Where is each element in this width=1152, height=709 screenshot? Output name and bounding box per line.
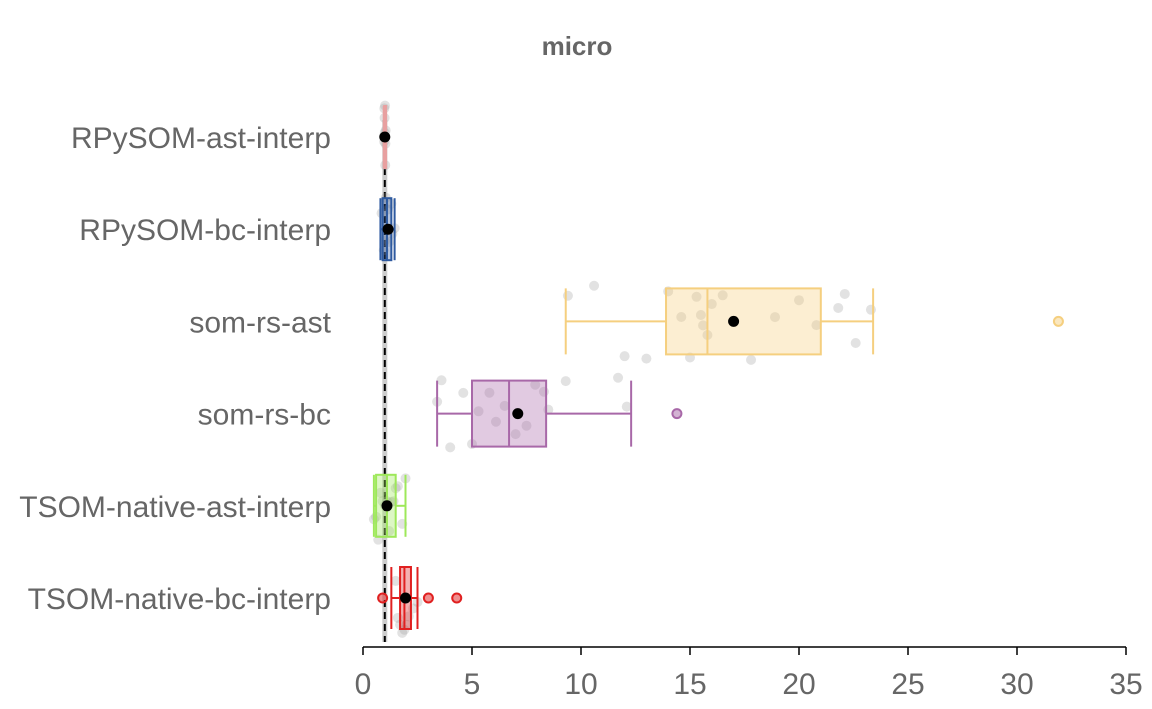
outlier-point xyxy=(451,592,463,604)
data-point xyxy=(770,312,781,323)
data-point xyxy=(717,290,728,301)
mean-point xyxy=(728,315,740,327)
data-point xyxy=(376,208,387,219)
data-point xyxy=(613,372,624,383)
mean-point xyxy=(381,500,393,512)
data-point xyxy=(397,627,408,638)
category-label: RPySOM-ast-interp xyxy=(71,122,331,155)
box xyxy=(665,287,822,356)
data-point xyxy=(499,400,510,411)
data-point xyxy=(589,280,600,291)
data-point xyxy=(833,302,844,313)
data-point xyxy=(473,406,484,417)
data-point xyxy=(375,487,386,498)
data-point xyxy=(390,575,401,586)
data-point xyxy=(706,299,717,310)
data-point xyxy=(794,295,804,306)
outlier-point xyxy=(671,408,683,420)
data-point xyxy=(562,290,573,301)
category-labels: RPySOM-ast-interp RPySOM-bc-interp som-rs-… xyxy=(19,122,331,616)
data-point xyxy=(746,354,757,365)
data-point xyxy=(641,353,652,364)
data-point xyxy=(698,320,709,331)
data-point xyxy=(676,311,687,322)
category-label: RPySOM-bc-interp xyxy=(79,214,331,247)
boxplot-layer xyxy=(372,105,1064,630)
data-point xyxy=(839,288,850,299)
x-tick-label: 25 xyxy=(891,668,924,701)
x-tick-label: 35 xyxy=(1109,668,1142,701)
mean-point xyxy=(382,223,394,235)
x-tick-label: 20 xyxy=(782,668,815,701)
data-point xyxy=(619,351,630,362)
data-point xyxy=(530,379,541,390)
x-axis: 0 5 10 15 20 25 30 35 xyxy=(355,646,1143,701)
data-point xyxy=(484,387,495,398)
data-point xyxy=(490,416,501,427)
outlier-point xyxy=(377,592,389,604)
data-point xyxy=(621,401,632,412)
x-tick-label: 30 xyxy=(1000,668,1033,701)
data-point xyxy=(865,304,876,315)
data-point xyxy=(521,420,532,431)
x-tick-label: 10 xyxy=(564,668,597,701)
data-point xyxy=(458,387,469,398)
mean-point xyxy=(379,131,391,143)
data-point xyxy=(691,291,702,302)
data-point xyxy=(695,310,706,321)
data-point xyxy=(560,376,571,387)
mean-point xyxy=(512,408,524,420)
category-label: som-rs-ast xyxy=(189,306,331,339)
category-label: som-rs-bc xyxy=(198,399,331,432)
x-tick-label: 0 xyxy=(355,668,372,701)
data-point xyxy=(436,375,447,386)
outlier-point xyxy=(422,592,434,604)
jitter-points-layer xyxy=(368,100,876,638)
data-point xyxy=(811,320,822,331)
mean-point xyxy=(400,592,412,604)
x-tick-label: 5 xyxy=(464,668,481,701)
data-point xyxy=(510,429,521,440)
data-point xyxy=(445,442,456,453)
x-tick-label: 15 xyxy=(673,668,706,701)
chart-title: micro xyxy=(542,31,613,61)
category-label: TSOM-native-ast-interp xyxy=(19,491,331,524)
data-point xyxy=(850,338,861,349)
category-label: TSOM-native-bc-interp xyxy=(28,583,331,616)
outlier-point xyxy=(1052,315,1064,327)
